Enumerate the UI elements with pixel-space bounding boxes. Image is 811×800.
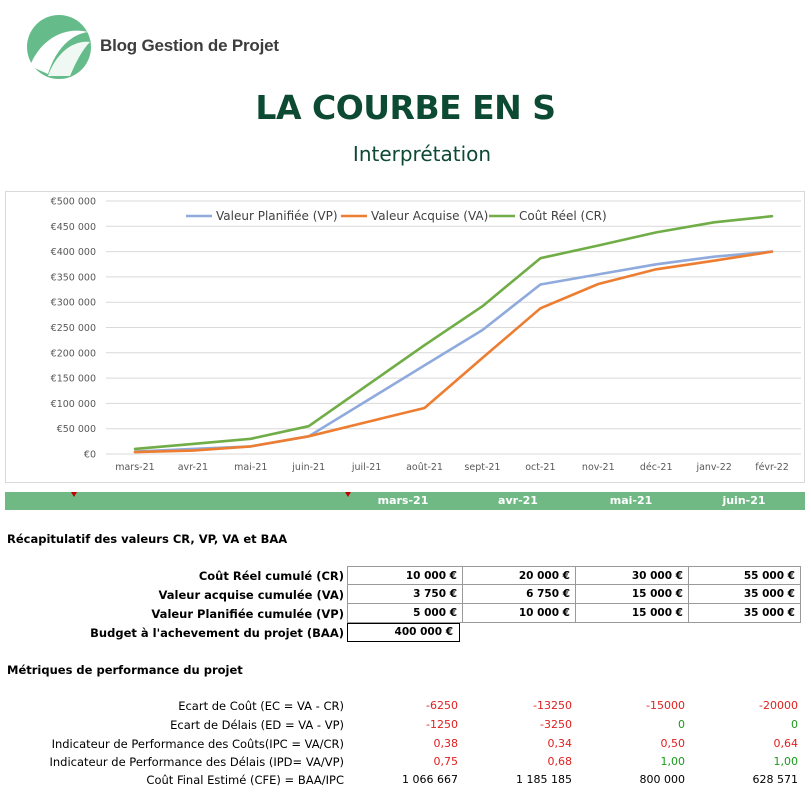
s-curve-chart-svg: €0 €50 000 €100 000 €150 000 €200 000 €250 00… [51, 197, 801, 473]
y-tick-label: €300 000 [51, 298, 96, 309]
metric-value: 0 [791, 718, 798, 731]
series-line [133, 250, 774, 453]
page-subtitle: Interprétation [352, 142, 492, 166]
recap-row-label: Valeur acquise cumulée (VA) [158, 588, 344, 602]
recap-heading: Récapitulatif des valeurs CR, VP, VA et … [7, 532, 288, 546]
metric-value: 0,68 [547, 755, 573, 768]
recap-cell: 10 000 € [463, 604, 576, 623]
metric-label: Ecart de Délais (ED = VA - VP) [170, 718, 344, 732]
comment-marker-icon [71, 492, 77, 497]
x-tick-label: janv-22 [695, 462, 731, 473]
metric-value: 1,00 [773, 755, 799, 768]
metric-value: 800 000 [639, 773, 686, 786]
x-tick-label: févr-22 [755, 462, 789, 473]
recap-cell: 15 000 € [576, 604, 689, 623]
s-curve-chart: €0 €50 000 €100 000 €150 000 €200 000 €250 00… [5, 191, 805, 483]
metric-value: -1250 [426, 718, 458, 731]
y-tick-label: €500 000 [51, 197, 96, 208]
metric-value: -20000 [759, 699, 798, 712]
x-tick-label: août-21 [406, 462, 443, 473]
metric-label: Coût Final Estimé (CFE) = BAA/IPC [146, 773, 344, 787]
band-month: mai-21 [609, 494, 653, 507]
recap-cell: 55 000 € [689, 566, 801, 585]
metric-value: 1 066 667 [402, 773, 458, 786]
x-tick-label: oct-21 [525, 462, 555, 473]
y-tick-label: €450 000 [51, 222, 96, 233]
x-tick-label: mars-21 [115, 462, 154, 473]
y-tick-label: €150 000 [51, 374, 96, 385]
baa-label: Budget à l'achevement du projet (BAA) [90, 626, 344, 640]
y-tick-label: €0 [84, 450, 96, 461]
page-title: LA COURBE EN S [255, 88, 556, 127]
recap-cell: 3 750 € [347, 585, 463, 604]
y-tick-label: €100 000 [51, 399, 96, 410]
y-tick-label: €350 000 [51, 272, 96, 283]
metric-label: Indicateur de Performance des Délais (IP… [49, 755, 344, 769]
x-tick-label: mai-21 [234, 462, 267, 473]
metric-value: 628 571 [752, 773, 799, 786]
month-header-band: mars-21 avr-21 mai-21 juin-21 [5, 492, 805, 510]
recap-cell: 10 000 € [347, 566, 463, 585]
y-tick-label: €400 000 [51, 247, 96, 258]
metric-value: 0 [678, 718, 685, 731]
band-month: avr-21 [498, 494, 538, 507]
metric-label: Ecart de Coût (EC = VA - CR) [178, 699, 344, 713]
x-tick-label: avr-21 [178, 462, 208, 473]
metric-value: 1 185 185 [516, 773, 572, 786]
series-line [133, 250, 774, 454]
recap-cell: 20 000 € [463, 566, 576, 585]
brand-name: Blog Gestion de Projet [100, 36, 279, 55]
metric-value: 0,34 [547, 737, 573, 750]
recap-cell: 6 750 € [463, 585, 576, 604]
metric-value: -13250 [533, 699, 572, 712]
blog-logo-icon [27, 15, 91, 79]
metric-value: -3250 [540, 718, 572, 731]
legend-label: Coût Réel (CR) [519, 209, 607, 223]
metric-value: 1,00 [660, 755, 686, 768]
x-tick-label: déc-21 [640, 462, 673, 473]
y-tick-label: €250 000 [51, 323, 96, 334]
metric-value: 0,64 [773, 737, 799, 750]
recap-cell: 15 000 € [576, 585, 689, 604]
x-tick-label: sept-21 [464, 462, 500, 473]
metric-label: Indicateur de Performance des Coûts(IPC … [51, 737, 344, 751]
recap-row-label: Valeur Planifiée cumulée (VP) [151, 607, 344, 621]
baa-value-cell: 400 000 € [347, 623, 460, 642]
x-tick-label: nov-21 [582, 462, 615, 473]
recap-cell: 35 000 € [689, 585, 801, 604]
y-tick-label: €50 000 [57, 424, 96, 435]
x-tick-label: juin-21 [291, 462, 325, 473]
recap-cell: 5 000 € [347, 604, 463, 623]
legend-label: Valeur Planifiée (VP) [216, 209, 338, 223]
legend-label: Valeur Acquise (VA) [371, 209, 488, 223]
metric-value: 0,75 [433, 755, 459, 768]
band-month: juin-21 [722, 494, 766, 507]
metric-value: 0,38 [433, 737, 459, 750]
recap-cell: 30 000 € [576, 566, 689, 585]
y-tick-label: €200 000 [51, 348, 96, 359]
metric-value: -6250 [426, 699, 458, 712]
series-line [133, 214, 774, 451]
x-tick-label: juil-21 [351, 462, 381, 473]
recap-row-label: Coût Réel cumulé (CR) [198, 569, 344, 583]
metric-value: 0,50 [660, 737, 686, 750]
metrics-heading: Métriques de performance du projet [7, 663, 243, 677]
metric-value: -15000 [646, 699, 685, 712]
comment-marker-icon [345, 492, 351, 497]
band-month: mars-21 [377, 494, 429, 507]
recap-cell: 35 000 € [689, 604, 801, 623]
